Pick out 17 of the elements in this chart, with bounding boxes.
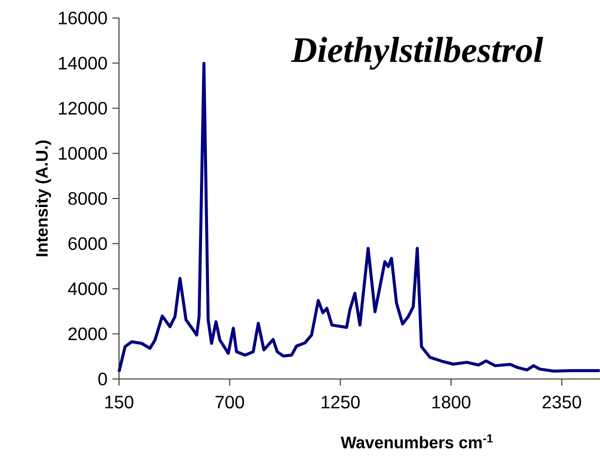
x-axis-title: Wavenumbers cm$^{-1}$ xyxy=(340,434,493,448)
y-tick-label: 6000 xyxy=(68,237,107,250)
y-tick-label: 8000 xyxy=(68,192,107,205)
x-tick-label: 700 xyxy=(216,396,244,408)
y-axis-title: Intensity (A.U.) xyxy=(36,140,52,256)
y-tick-label: 10000 xyxy=(58,147,107,160)
y-tick-label: 0 xyxy=(98,372,107,386)
x-tick-label: 2350 xyxy=(542,396,582,408)
y-tick-label: 2000 xyxy=(68,328,107,340)
y-tick-label: 12000 xyxy=(58,102,107,115)
y-tick-label: 4000 xyxy=(68,282,107,296)
x-tick-label: 1800 xyxy=(432,396,470,408)
y-tick-label: 16000 xyxy=(58,12,107,24)
y-tick-label: 14000 xyxy=(58,56,107,70)
x-tick-label: 1250 xyxy=(322,396,360,408)
chart-title: Diethylstilbestrol xyxy=(290,36,544,70)
x-tick-label: 150 xyxy=(105,396,134,408)
